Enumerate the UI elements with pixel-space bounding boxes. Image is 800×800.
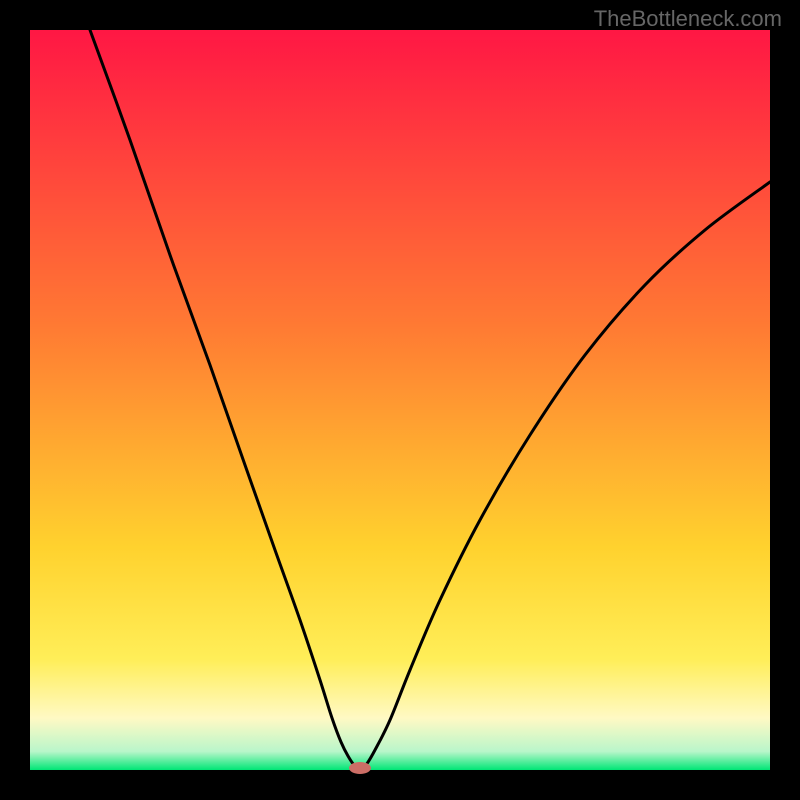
plot-area [30,30,770,770]
min-point-marker [349,762,371,774]
watermark-text: TheBottleneck.com [594,6,782,32]
bottleneck-curve [90,30,770,769]
chart-container: TheBottleneck.com [0,0,800,800]
curve-svg [30,30,770,770]
